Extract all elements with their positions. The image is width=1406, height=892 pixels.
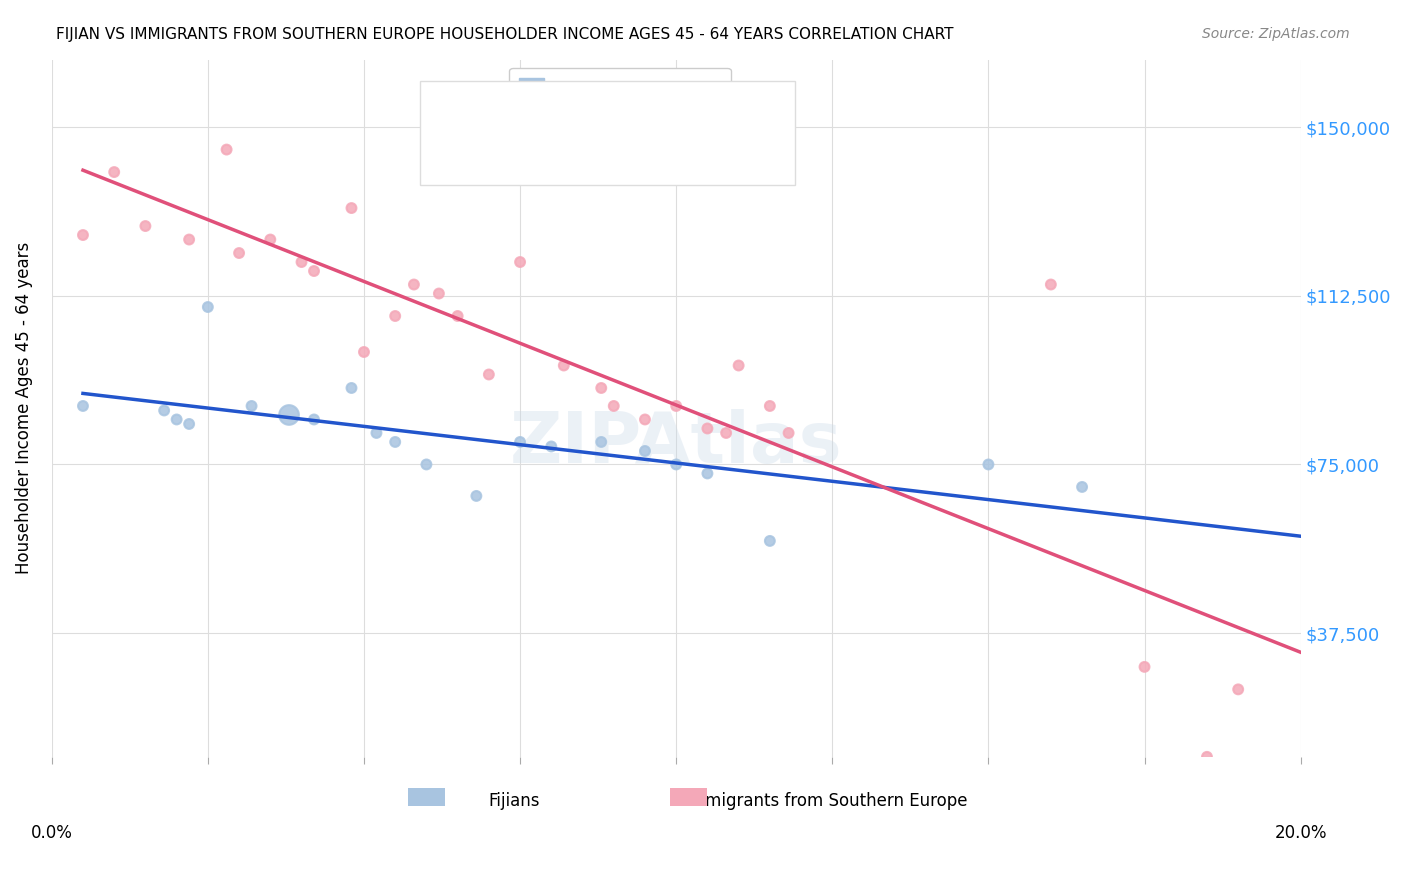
Point [427,286,450,301]
FancyBboxPatch shape [669,789,707,805]
Point [714,425,737,440]
Point [179,233,201,247]
Point [1039,277,1062,292]
Point [591,434,613,449]
Point [134,219,156,233]
FancyBboxPatch shape [420,80,794,186]
Text: Source: ZipAtlas.com: Source: ZipAtlas.com [1202,27,1350,41]
Point [603,399,626,413]
Point [72,227,94,242]
Point [727,359,749,373]
Legend: R = -0.492   N = 22, R = -0.710   N = 31: R = -0.492 N = 22, R = -0.710 N = 31 [509,68,731,137]
Point [415,458,437,472]
Point [366,425,388,440]
Point [759,533,782,548]
Point [228,246,250,260]
Point [290,255,312,269]
Point [179,417,201,431]
Point [240,399,263,413]
Point [1133,660,1156,674]
Point [509,255,531,269]
Point [1071,480,1094,494]
Text: FIJIAN VS IMMIGRANTS FROM SOUTHERN EUROPE HOUSEHOLDER INCOME AGES 45 - 64 YEARS : FIJIAN VS IMMIGRANTS FROM SOUTHERN EUROP… [56,27,953,42]
Point [340,381,363,395]
Point [72,399,94,413]
Point [634,412,657,426]
Point [103,165,125,179]
Point [634,444,657,458]
Point [759,399,782,413]
Y-axis label: Householder Income Ages 45 - 64 years: Householder Income Ages 45 - 64 years [15,242,32,574]
Point [259,233,281,247]
Point [977,458,1000,472]
Point [302,264,325,278]
Point [402,277,425,292]
Point [340,201,363,215]
Point [478,368,501,382]
Text: ZIPAtlas: ZIPAtlas [510,409,842,477]
Point [1227,682,1250,697]
FancyBboxPatch shape [408,789,446,805]
Point [540,440,562,454]
Point [197,300,219,314]
Point [446,309,468,323]
Point [1195,749,1218,764]
Point [384,309,406,323]
Point [278,408,301,422]
Point [215,143,238,157]
Point [509,434,531,449]
Point [384,434,406,449]
Point [353,345,375,359]
Point [696,467,718,481]
Text: Immigrants from Southern Europe: Immigrants from Southern Europe [685,792,967,810]
Point [778,425,800,440]
Point [553,359,575,373]
Text: 20.0%: 20.0% [1274,824,1327,842]
Point [302,412,325,426]
Point [166,412,188,426]
Text: 0.0%: 0.0% [31,824,73,842]
Point [591,381,613,395]
Text: Fijians: Fijians [488,792,540,810]
Point [665,399,688,413]
Point [153,403,176,417]
Point [696,421,718,435]
Point [465,489,488,503]
Point [665,458,688,472]
